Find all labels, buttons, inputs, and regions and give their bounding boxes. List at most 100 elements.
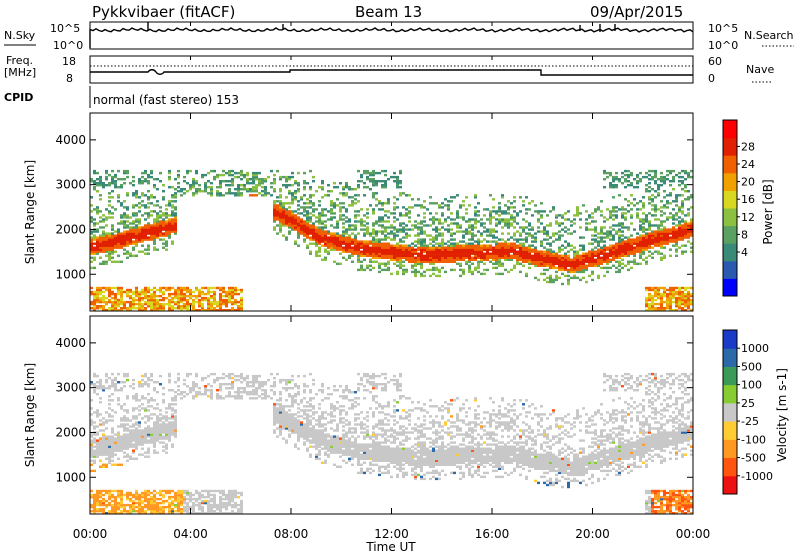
power-cell bbox=[207, 300, 210, 304]
velocity-cell bbox=[153, 441, 156, 444]
power-cell bbox=[282, 218, 285, 221]
power-cell bbox=[168, 218, 171, 221]
velocity-cell bbox=[120, 491, 123, 495]
velocity-cell bbox=[135, 443, 138, 446]
power-cell bbox=[648, 226, 651, 229]
power-cell bbox=[648, 198, 651, 201]
power-cell bbox=[678, 296, 681, 300]
power-cell bbox=[120, 307, 123, 310]
power-cell bbox=[144, 252, 147, 255]
power-cell bbox=[471, 236, 474, 239]
power-cell bbox=[615, 252, 618, 255]
power-cell bbox=[531, 262, 534, 265]
power-cell bbox=[153, 186, 156, 189]
power-cell bbox=[363, 228, 366, 231]
power-cell bbox=[174, 200, 177, 203]
power-cell bbox=[468, 232, 471, 235]
velocity-cell bbox=[129, 425, 132, 428]
power-cell bbox=[336, 262, 339, 265]
power-cell bbox=[492, 240, 495, 243]
velocity-cell bbox=[108, 447, 111, 450]
velocity-cell bbox=[114, 385, 117, 388]
power-cell bbox=[381, 268, 384, 272]
power-cell bbox=[690, 309, 693, 312]
power-cell bbox=[504, 258, 507, 261]
power-cell bbox=[432, 218, 435, 221]
power-cell bbox=[423, 232, 426, 235]
velocity-cell bbox=[132, 508, 135, 511]
power-cell bbox=[504, 254, 507, 257]
power-cell bbox=[546, 258, 549, 261]
power-cell bbox=[366, 264, 369, 267]
power-cell bbox=[372, 246, 375, 249]
power-cell bbox=[471, 242, 474, 245]
power-cell bbox=[336, 198, 339, 201]
power-cell bbox=[162, 238, 165, 241]
power-cell bbox=[288, 184, 291, 187]
velocity-cell bbox=[168, 378, 171, 382]
power-cell bbox=[423, 250, 426, 253]
power-cell bbox=[660, 302, 663, 306]
power-cell bbox=[90, 290, 93, 294]
power-cell bbox=[411, 264, 414, 267]
power-cell bbox=[642, 234, 645, 237]
power-cell bbox=[417, 238, 420, 241]
power-cell bbox=[111, 224, 114, 227]
velocity-cell bbox=[168, 505, 171, 509]
power-cell bbox=[501, 246, 504, 249]
power-cell bbox=[189, 169, 192, 173]
power-cell bbox=[387, 260, 390, 263]
power-cell bbox=[222, 194, 225, 197]
power-cell bbox=[651, 188, 654, 191]
power-cell bbox=[585, 252, 588, 255]
power-cell bbox=[402, 260, 405, 263]
power-cell bbox=[681, 169, 684, 173]
power-cell bbox=[495, 212, 498, 215]
power-cell bbox=[663, 228, 666, 231]
power-cell bbox=[471, 272, 474, 276]
power-cell bbox=[417, 252, 420, 255]
power-cell bbox=[621, 212, 624, 215]
power-cell bbox=[672, 296, 675, 300]
power-cell bbox=[108, 288, 111, 292]
power-cell bbox=[114, 250, 117, 253]
power-cell bbox=[96, 230, 99, 233]
power-cell bbox=[609, 226, 612, 229]
power-cell bbox=[498, 244, 501, 247]
power-cell bbox=[90, 238, 93, 241]
power-cell bbox=[432, 202, 435, 205]
power-cell bbox=[219, 286, 222, 290]
velocity-cell bbox=[126, 453, 129, 456]
power-cell bbox=[609, 266, 612, 270]
power-cell bbox=[579, 226, 582, 229]
power-cell bbox=[273, 202, 276, 205]
power-cell bbox=[630, 240, 633, 243]
power-cell bbox=[690, 246, 693, 249]
power-cell bbox=[216, 175, 219, 179]
power-cell bbox=[93, 224, 96, 227]
power-cell bbox=[513, 196, 516, 199]
velocity-cell bbox=[168, 495, 171, 499]
power-cell bbox=[384, 210, 387, 213]
power-cell bbox=[627, 204, 630, 207]
power-cell bbox=[225, 192, 228, 195]
power-cell bbox=[204, 292, 207, 296]
power-cell bbox=[501, 254, 504, 257]
power-ylabel: Slant Range [km] bbox=[23, 160, 37, 264]
power-cell bbox=[432, 266, 435, 270]
power-cell bbox=[345, 240, 348, 243]
power-cell bbox=[597, 254, 600, 257]
power-cell bbox=[579, 268, 582, 272]
power-cell bbox=[534, 204, 537, 207]
power-cell bbox=[648, 196, 651, 199]
power-cell bbox=[153, 222, 156, 225]
power-cell bbox=[354, 244, 357, 247]
power-cell bbox=[129, 254, 132, 257]
power-cell bbox=[366, 230, 369, 233]
power-cell bbox=[312, 208, 315, 211]
power-cell bbox=[684, 220, 687, 223]
power-cell bbox=[609, 216, 612, 219]
power-cell bbox=[645, 298, 648, 302]
power-cell bbox=[534, 254, 537, 257]
power-cell bbox=[90, 178, 93, 181]
